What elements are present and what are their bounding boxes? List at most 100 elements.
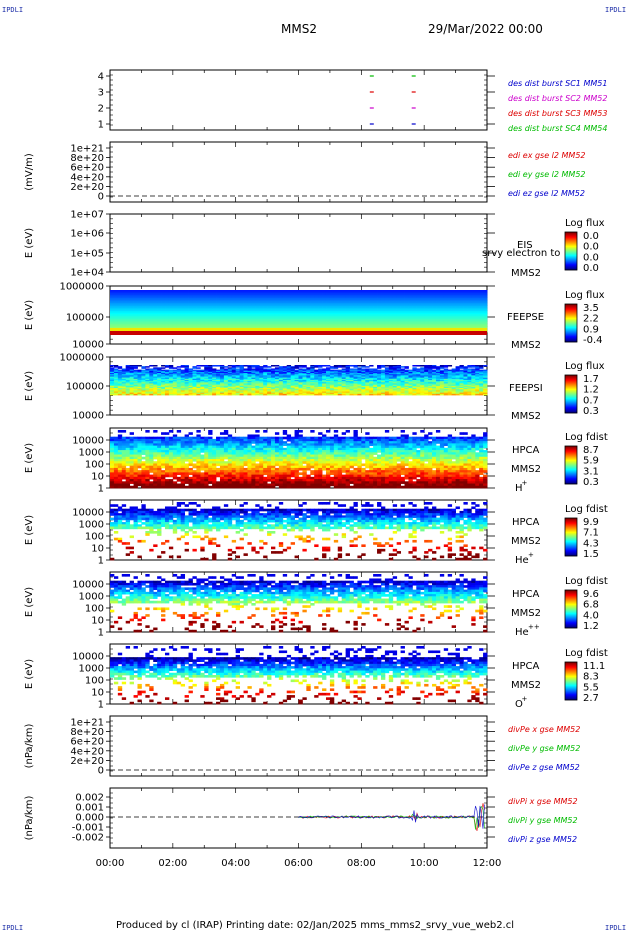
- feepsi-cell: [384, 376, 390, 379]
- feepse-cell: [133, 298, 138, 301]
- feepsi-cell: [251, 371, 256, 374]
- feepse-cell: [337, 312, 343, 315]
- feepsi-cell: [384, 371, 390, 374]
- feepse-cell: [157, 298, 162, 301]
- feepse-cell: [325, 306, 331, 309]
- feepsi-cell: [271, 383, 276, 386]
- feepse-cell: [216, 312, 221, 315]
- feepse-cell: [443, 317, 449, 320]
- feepse-cell: [471, 306, 476, 309]
- feepsi-cell: [404, 383, 409, 386]
- feepse-cell: [271, 311, 276, 314]
- eis-colorbar-frame: [564, 231, 578, 271]
- feepsi-cell: [137, 388, 142, 390]
- feepsi-cell: [239, 380, 244, 382]
- feepse-cell: [337, 306, 343, 309]
- feepse-cell: [113, 298, 119, 301]
- feepse-cell: [274, 290, 280, 293]
- feepse-cell: [141, 293, 146, 296]
- feepse-cell: [388, 296, 394, 299]
- feepsi-cell: [164, 381, 170, 383]
- feepsi-cell: [294, 388, 299, 390]
- feepse-cell: [200, 309, 205, 312]
- feepse-cell: [373, 304, 378, 307]
- feepse-cell: [306, 304, 311, 307]
- feepsi-cell: [479, 383, 484, 386]
- feepse-cell: [157, 320, 162, 323]
- feepsi-cell: [377, 385, 382, 388]
- feepsi-cell: [325, 380, 331, 382]
- feepse-cell: [113, 304, 119, 307]
- feepsi-cell: [341, 373, 347, 375]
- feepse-cell: [125, 299, 131, 302]
- feepse-cell: [302, 322, 307, 325]
- feepsi-cell: [337, 378, 343, 381]
- feepsi-cell: [231, 365, 237, 367]
- feepse-cell: [239, 298, 244, 301]
- feepsi-cell: [361, 373, 366, 375]
- feepse-cell: [329, 322, 335, 325]
- feepse-cell: [396, 294, 402, 297]
- eis-colorbar-step: [565, 264, 577, 266]
- feepse-cell: [392, 304, 398, 307]
- feepsi-cell: [479, 378, 484, 381]
- feepsi-cell: [416, 383, 421, 386]
- feepse-cell: [149, 296, 154, 299]
- feepse-cell: [290, 298, 295, 301]
- feepse-cell: [239, 314, 244, 317]
- feepse-cell: [188, 290, 193, 293]
- feepse-cell: [208, 315, 213, 318]
- feepse-cell: [333, 306, 339, 309]
- feepsi-cell: [384, 382, 390, 384]
- feepse-cell: [145, 314, 150, 317]
- feepsi-cell: [333, 381, 339, 383]
- feepsi-cell: [310, 386, 315, 389]
- feepsi-cell: [341, 370, 347, 373]
- feepse-cell: [113, 315, 119, 318]
- feepsi-cell: [392, 381, 398, 383]
- feepsi-cell: [392, 371, 398, 374]
- feepse-cell: [318, 293, 323, 296]
- feepse-cell: [259, 322, 264, 325]
- feepsi-cell: [459, 377, 464, 380]
- feepsi-cell: [475, 378, 480, 381]
- feepse-cell: [149, 291, 154, 294]
- feepse-cell: [125, 309, 131, 312]
- feepse-cell: [259, 301, 264, 304]
- feepse-cell: [377, 296, 382, 299]
- feepsi-cell: [298, 385, 303, 388]
- feepsi-cell: [184, 389, 189, 391]
- feepse-cell: [176, 325, 182, 328]
- feepse-cell: [329, 291, 335, 294]
- feepse-cell: [349, 298, 354, 301]
- feepse-cell: [157, 304, 162, 307]
- feepse-cell: [349, 322, 354, 325]
- feepsi-cell: [404, 370, 409, 373]
- feepse-cell: [137, 299, 142, 302]
- feepsi-cell: [443, 381, 449, 383]
- feepsi-cell: [479, 369, 484, 372]
- feepsi-cell: [157, 373, 162, 375]
- feepse-cell: [380, 325, 386, 328]
- feepse-cell: [290, 304, 295, 307]
- feepsi-cell: [176, 370, 182, 373]
- feepsi-cell: [377, 373, 382, 375]
- feepse-cell: [318, 299, 323, 302]
- feepse-cell: [235, 306, 240, 309]
- feepse-cell: [424, 314, 429, 317]
- eis-colorbar-step: [565, 234, 577, 236]
- feepse-cell: [184, 317, 189, 320]
- feepse-cell: [322, 311, 327, 314]
- feepse-cell: [153, 320, 158, 323]
- feepsi-cell: [471, 371, 476, 374]
- feepsi-cell: [110, 368, 115, 371]
- feepse-cell: [463, 304, 468, 307]
- feepse-cell: [357, 320, 362, 323]
- feepse-cell: [412, 311, 417, 314]
- feepse-cell: [278, 302, 284, 305]
- eis-overlay-label: srvy electron to: [482, 248, 560, 259]
- feepse-cell: [435, 309, 441, 312]
- feepse-cell: [286, 294, 292, 297]
- feepse-cell: [180, 296, 186, 299]
- feepsi-cell: [467, 377, 472, 380]
